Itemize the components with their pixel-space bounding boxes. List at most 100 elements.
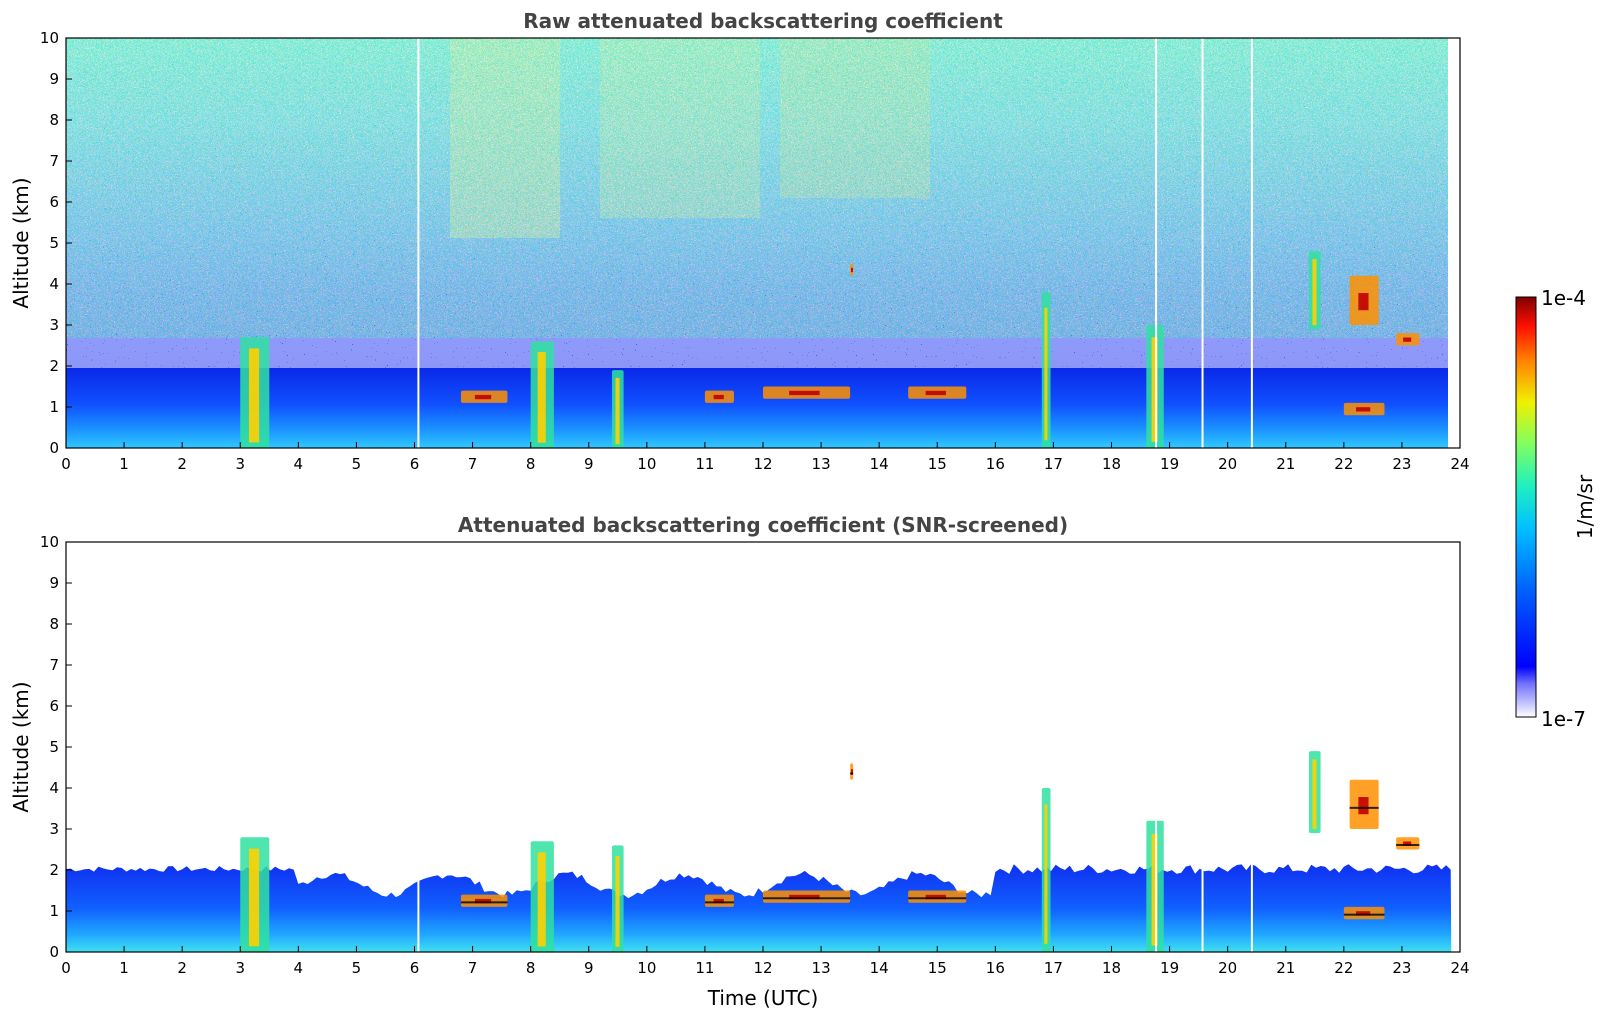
data-gap-line bbox=[1250, 542, 1253, 952]
y-tick-label: 2 bbox=[49, 861, 59, 879]
cloud-feature-core bbox=[248, 348, 260, 443]
y-tick-label: 1 bbox=[49, 398, 59, 416]
data-gap-line bbox=[417, 38, 420, 448]
x-axis-label: Time (UTC) bbox=[707, 986, 819, 1010]
data-gap-line bbox=[417, 542, 420, 952]
y-tick-label: 8 bbox=[49, 615, 59, 633]
y-tick-label: 3 bbox=[49, 316, 59, 334]
y-tick-label: 10 bbox=[40, 533, 59, 551]
x-tick-label: 24 bbox=[1450, 959, 1469, 977]
x-tick-label: 16 bbox=[986, 455, 1005, 473]
cloud-feature-core bbox=[537, 852, 546, 947]
cloud-feature-core bbox=[537, 352, 546, 443]
x-tick-label: 6 bbox=[410, 455, 420, 473]
x-tick-label: 13 bbox=[812, 455, 831, 473]
x-tick-label: 8 bbox=[526, 959, 536, 977]
x-tick-label: 2 bbox=[177, 959, 187, 977]
x-tick-label: 24 bbox=[1450, 455, 1469, 473]
x-tick-label: 2 bbox=[177, 455, 187, 473]
x-tick-label: 13 bbox=[812, 959, 831, 977]
cloud-feature-edge bbox=[1349, 806, 1379, 809]
x-tick-label: 19 bbox=[1160, 959, 1179, 977]
raw-noise-colored bbox=[66, 38, 1448, 338]
cloud-feature-core bbox=[925, 894, 946, 900]
cloud-feature-core bbox=[925, 390, 946, 396]
cloud-feature-core bbox=[789, 894, 820, 900]
cloud-feature-core bbox=[1358, 797, 1369, 815]
data-gap-line bbox=[1201, 38, 1204, 448]
x-tick-label: 14 bbox=[870, 455, 889, 473]
cloud-feature-core bbox=[615, 377, 620, 445]
cloud-feature-core bbox=[474, 898, 492, 904]
x-tick-label: 10 bbox=[637, 455, 656, 473]
y-tick-label: 3 bbox=[49, 820, 59, 838]
colorbar-max-label: 1e-4 bbox=[1541, 286, 1586, 310]
x-tick-label: 6 bbox=[410, 959, 420, 977]
cloud-feature-core bbox=[1356, 407, 1371, 412]
x-tick-label: 23 bbox=[1392, 455, 1411, 473]
x-tick-label: 20 bbox=[1218, 959, 1237, 977]
cloud-feature-core bbox=[1356, 911, 1371, 916]
raw-backscatter-panel: 0 1 2 3 4 5 6 7 8 9 10 11 12 13 14 15 16 17 18 19 20 21 22 23 24… bbox=[9, 9, 1470, 473]
cloud-feature-core bbox=[1044, 307, 1048, 441]
y-tick-label: 5 bbox=[49, 234, 59, 252]
x-tick-label: 17 bbox=[1044, 959, 1063, 977]
x-tick-label: 8 bbox=[526, 455, 536, 473]
y-tick-label: 9 bbox=[49, 70, 59, 88]
x-tick-label: 5 bbox=[352, 455, 362, 473]
y-tick-label: 5 bbox=[49, 738, 59, 756]
y-tick-label: 6 bbox=[49, 697, 59, 715]
y-tick-label: 2 bbox=[49, 357, 59, 375]
x-tick-label: 17 bbox=[1044, 455, 1063, 473]
x-tick-label: 16 bbox=[986, 959, 1005, 977]
x-tick-label: 0 bbox=[61, 959, 71, 977]
cloud-feature-edge bbox=[908, 897, 967, 900]
y-tick-label: 7 bbox=[49, 656, 59, 674]
x-tick-label: 22 bbox=[1334, 455, 1353, 473]
x-tick-label: 12 bbox=[753, 959, 772, 977]
screened-y-axis-label: Altitude (km) bbox=[9, 681, 33, 812]
y-tick-label: 1 bbox=[49, 902, 59, 920]
cloud-feature-core bbox=[1044, 804, 1048, 944]
x-tick-label: 10 bbox=[637, 959, 656, 977]
x-tick-label: 15 bbox=[928, 455, 947, 473]
screened-boundary-layer bbox=[66, 864, 1452, 952]
x-tick-label: 18 bbox=[1102, 959, 1121, 977]
colorbar-unit-label: 1/m/sr bbox=[1573, 474, 1597, 539]
data-gap-line bbox=[1155, 542, 1158, 952]
raw-y-axis-label: Altitude (km) bbox=[9, 177, 33, 308]
x-tick-label: 18 bbox=[1102, 455, 1121, 473]
data-gap-line bbox=[1250, 38, 1253, 448]
cloud-feature-edge bbox=[704, 901, 734, 904]
cloud-feature-core bbox=[713, 898, 724, 904]
cloud-feature-edge bbox=[1343, 913, 1385, 916]
y-tick-label: 8 bbox=[49, 111, 59, 129]
cloud-feature-core bbox=[851, 769, 854, 775]
x-tick-label: 9 bbox=[584, 959, 594, 977]
cloud-feature-edge bbox=[763, 897, 851, 900]
x-tick-label: 11 bbox=[695, 455, 714, 473]
y-tick-label: 4 bbox=[49, 275, 59, 293]
y-tick-label: 9 bbox=[49, 574, 59, 592]
colorbar-gradient bbox=[1515, 296, 1537, 718]
cloud-feature-core bbox=[1151, 833, 1158, 946]
cloud-feature-core bbox=[248, 848, 260, 947]
y-tick-label: 10 bbox=[40, 29, 59, 47]
x-tick-label: 23 bbox=[1392, 959, 1411, 977]
cloud-feature-edge bbox=[460, 901, 508, 904]
x-tick-label: 21 bbox=[1276, 455, 1295, 473]
x-tick-label: 5 bbox=[352, 959, 362, 977]
colorbar-min-label: 1e-7 bbox=[1541, 707, 1586, 731]
x-tick-label: 1 bbox=[119, 959, 129, 977]
raw-data-gap bbox=[1450, 38, 1460, 448]
x-tick-label: 14 bbox=[870, 959, 889, 977]
cloud-feature-core bbox=[1312, 258, 1317, 326]
x-tick-label: 3 bbox=[235, 959, 245, 977]
data-gap-line bbox=[1155, 38, 1158, 448]
cloud-feature-edge bbox=[1396, 843, 1420, 846]
x-tick-label: 4 bbox=[294, 455, 304, 473]
cloud-feature-core bbox=[1151, 337, 1158, 442]
x-tick-label: 9 bbox=[584, 455, 594, 473]
y-tick-label: 7 bbox=[49, 152, 59, 170]
